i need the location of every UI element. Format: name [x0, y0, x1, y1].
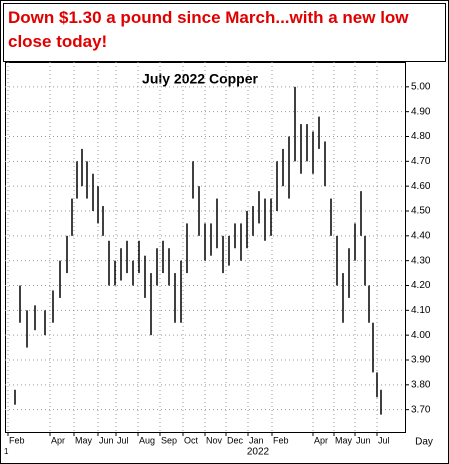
- x-tick-label: Aug: [139, 435, 155, 445]
- y-tick-label: 4.90: [411, 106, 431, 117]
- x-tick-label: May: [335, 435, 353, 445]
- y-tick-label: 4.20: [411, 280, 431, 291]
- annotation-holder: Down $1.30 a pound since March...with a …: [8, 8, 409, 51]
- x-tick-label: Oct: [184, 435, 199, 445]
- y-tick-label: 4.60: [411, 181, 431, 192]
- y-tick-label: 4.70: [411, 156, 431, 167]
- y-tick-label: 3.70: [411, 404, 431, 415]
- y-tick-label: 4.80: [411, 131, 431, 142]
- x-tick-label: May: [75, 435, 93, 445]
- x-axis-label: Day: [415, 437, 433, 448]
- x-tick-label: Apr: [51, 435, 65, 445]
- annotation-box: [3, 3, 446, 62]
- x-tick-label: Jul: [378, 435, 390, 445]
- chart-title: July 2022 Copper: [142, 71, 258, 87]
- year-label: 2022: [247, 447, 270, 458]
- x-tick-label: Feb: [9, 435, 25, 445]
- y-tick-label: 3.90: [411, 355, 431, 366]
- y-tick-label: 4.00: [411, 330, 431, 341]
- x-tick-label: Dec: [227, 435, 244, 445]
- y-tick-label: 4.30: [411, 255, 431, 266]
- x-tick-label: Apr: [314, 435, 328, 445]
- x-tick-label: Jul: [117, 435, 129, 445]
- x-tick-label: Jun: [356, 435, 371, 445]
- y-tick-label: 4.10: [411, 305, 431, 316]
- y-tick-label: 4.50: [411, 206, 431, 217]
- y-tick-label: 4.40: [411, 230, 431, 241]
- x-tick-label: Sep: [161, 435, 177, 445]
- corner-label: 1: [4, 447, 9, 456]
- x-tick-label: Nov: [206, 435, 223, 445]
- x-tick-label: Jan: [249, 435, 264, 445]
- x-tick-label: Jun: [99, 435, 114, 445]
- y-tick-label: 5.00: [411, 81, 431, 92]
- x-tick-label: Feb: [273, 435, 289, 445]
- y-tick-label: 3.80: [411, 379, 431, 390]
- annotation: Down $1.30 a pound since March...with a …: [8, 8, 409, 51]
